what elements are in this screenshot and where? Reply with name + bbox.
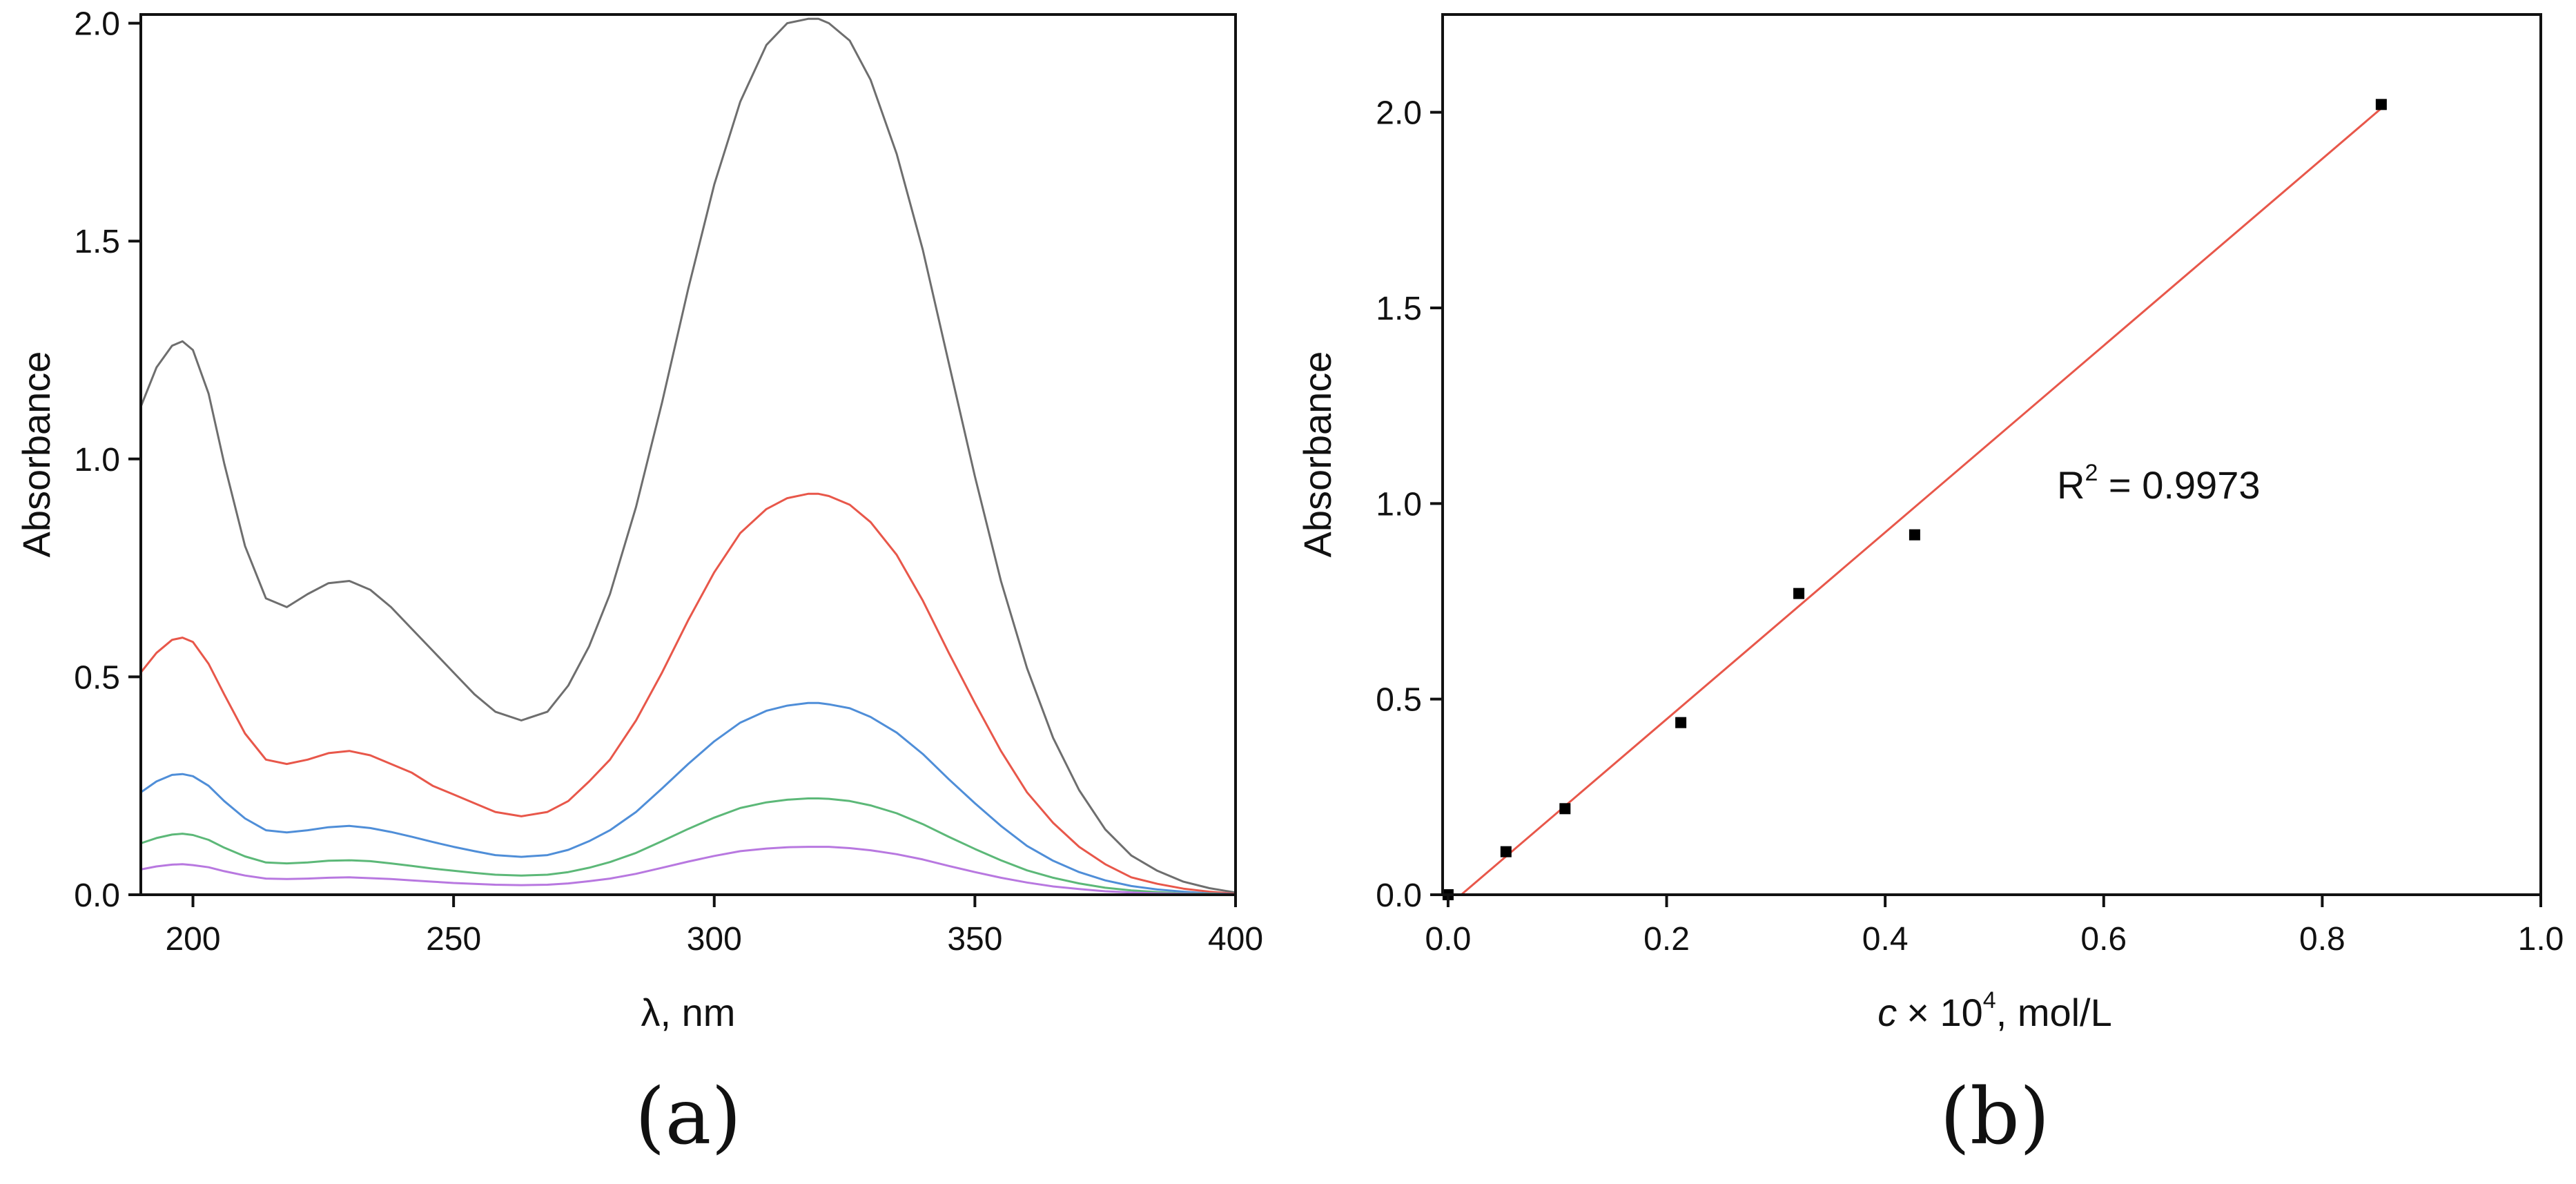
panel-a-x-ticks: 200 250 300 350 400 [165, 895, 1263, 958]
spectra-series-group [139, 17, 1236, 896]
x-tick-label: 0.8 [2299, 921, 2345, 958]
data-point [1500, 846, 1512, 857]
data-point [1675, 717, 1687, 728]
r-squared-superscript: 2 [2085, 460, 2098, 486]
data-point [1909, 529, 1920, 541]
y-tick-label: 0.5 [1376, 682, 1422, 719]
panel-b-label: (b) [1940, 1072, 2049, 1162]
panel-a-label: (a) [635, 1072, 741, 1162]
x-tick-label: 200 [165, 921, 220, 958]
y-tick-label: 0.0 [74, 877, 120, 914]
x-tick-label: 250 [426, 921, 481, 958]
x-axis-title-variable: c [1877, 991, 1897, 1034]
y-tick-label: 1.5 [1376, 291, 1422, 327]
r-squared-annotation: R2 = 0.9973 [2057, 460, 2260, 507]
panel-a-y-ticks: 0.0 0.5 1.0 1.5 2.0 [74, 6, 141, 914]
series-line-red [139, 492, 1236, 895]
y-tick-label: 1.5 [74, 224, 120, 260]
x-axis-title-multiplier: × 10 [1906, 991, 1983, 1034]
y-tick-label: 1.0 [1376, 486, 1422, 523]
x-tick-label: 400 [1208, 921, 1263, 958]
x-tick-label: 0.4 [1862, 921, 1909, 958]
panel-b-y-ticks: 0.0 0.5 1.0 1.5 2.0 [1376, 95, 1443, 914]
panel-a-x-axis-title: λ, nm [641, 991, 736, 1034]
x-tick-label: 1.0 [2518, 921, 2564, 958]
panel-a-y-axis-title: Absorbance [14, 351, 58, 558]
y-tick-label: 1.0 [74, 442, 120, 478]
panel-a-line-chart: 200 250 300 350 400 0.0 0.5 1.0 1.5 2.0 λ, nm Ab… [14, 6, 1263, 1162]
x-tick-label: 0.0 [1425, 921, 1472, 958]
data-point [1559, 803, 1571, 815]
r-squared-base: R [2057, 463, 2085, 507]
series-line-green [140, 797, 1236, 896]
panel-b-scatter-chart: 0.0 0.2 0.4 0.6 0.8 1.0 0.0 0.5 1.0 1.5 2.0 R2 = … [1296, 13, 2564, 1162]
x-tick-label: 0.2 [1643, 921, 1690, 958]
r-squared-value: = 0.9973 [2098, 463, 2260, 507]
series-line-gray [139, 17, 1236, 894]
x-tick-label: 300 [687, 921, 742, 958]
data-point [1793, 588, 1805, 599]
x-axis-title-exponent: 4 [1983, 987, 1996, 1013]
y-tick-label: 0.5 [74, 659, 120, 696]
linear-fit-line [1460, 107, 2382, 896]
series-line-blue [140, 701, 1236, 895]
panel-b-x-axis-title: c × 104, mol/L [1877, 987, 2112, 1034]
y-tick-label: 0.0 [1376, 877, 1422, 914]
x-axis-title-unit: , mol/L [1996, 991, 2112, 1034]
data-point [2375, 99, 2387, 110]
y-tick-label: 2.0 [74, 6, 120, 43]
panel-a-plot-frame [139, 13, 1237, 896]
x-tick-label: 350 [947, 921, 1002, 958]
panel-b-x-ticks: 0.0 0.2 0.4 0.6 0.8 1.0 [1425, 895, 2564, 958]
panel-b-y-axis-title: Absorbance [1296, 351, 1339, 558]
y-tick-label: 2.0 [1376, 95, 1422, 132]
series-line-violet [140, 846, 1236, 896]
x-tick-label: 0.6 [2080, 921, 2127, 958]
panel-b-plot-frame [1441, 13, 2542, 896]
